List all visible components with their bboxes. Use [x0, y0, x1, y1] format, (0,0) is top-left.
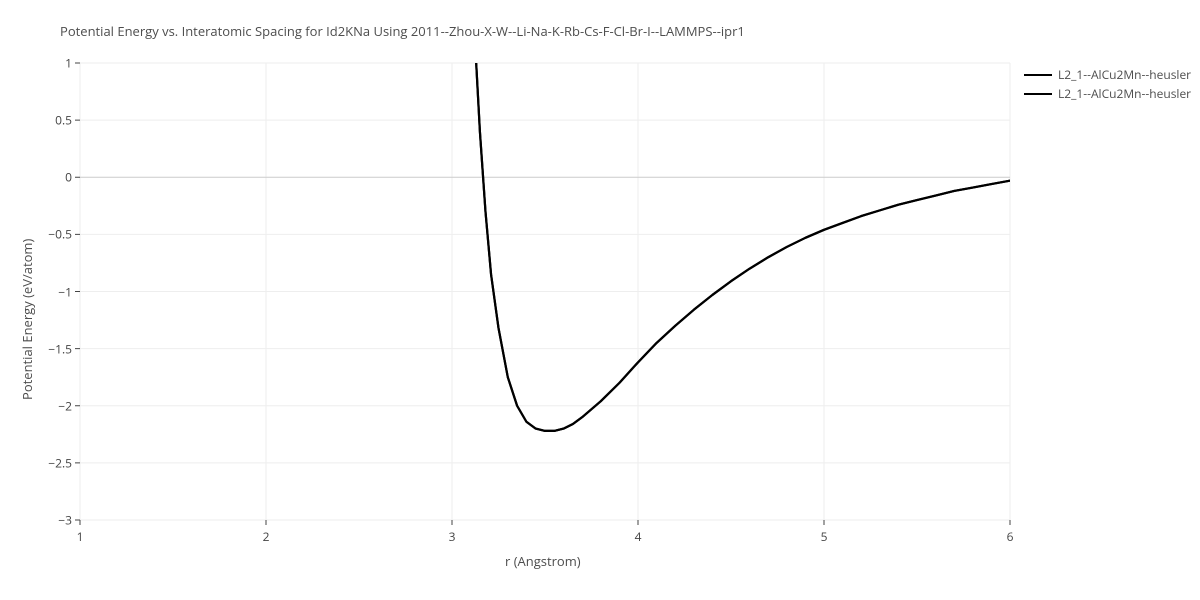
plot-svg[interactable]	[0, 0, 1200, 600]
x-tick-label: 2	[263, 528, 270, 545]
legend-label: L2_1--AlCu2Mn--heusler	[1058, 85, 1191, 102]
legend-label: L2_1--AlCu2Mn--heusler	[1058, 66, 1191, 83]
x-tick-label: 5	[821, 528, 828, 545]
y-tick-label: −2.5	[38, 454, 72, 471]
y-tick-label: −1	[38, 283, 72, 300]
chart-container: Potential Energy vs. Interatomic Spacing…	[0, 0, 1200, 600]
legend-swatch	[1024, 74, 1052, 76]
y-tick-label: −2	[38, 397, 72, 414]
legend[interactable]: L2_1--AlCu2Mn--heusler L2_1--AlCu2Mn--heu…	[1024, 66, 1191, 104]
x-tick-label: 1	[77, 528, 84, 545]
x-tick-label: 4	[635, 528, 642, 545]
series-line[interactable]	[476, 63, 1010, 431]
y-tick-label: 1	[38, 55, 72, 72]
y-tick-label: −1.5	[38, 340, 72, 357]
legend-swatch	[1024, 93, 1052, 95]
legend-item[interactable]: L2_1--AlCu2Mn--heusler	[1024, 66, 1191, 83]
x-tick-label: 6	[1007, 528, 1014, 545]
y-tick-label: −0.5	[38, 226, 72, 243]
legend-item[interactable]: L2_1--AlCu2Mn--heusler	[1024, 85, 1191, 102]
y-tick-label: 0.5	[38, 112, 72, 129]
y-tick-label: 0	[38, 169, 72, 186]
x-tick-label: 3	[449, 528, 456, 545]
y-tick-label: −3	[38, 512, 72, 529]
series-line[interactable]	[476, 63, 1010, 431]
